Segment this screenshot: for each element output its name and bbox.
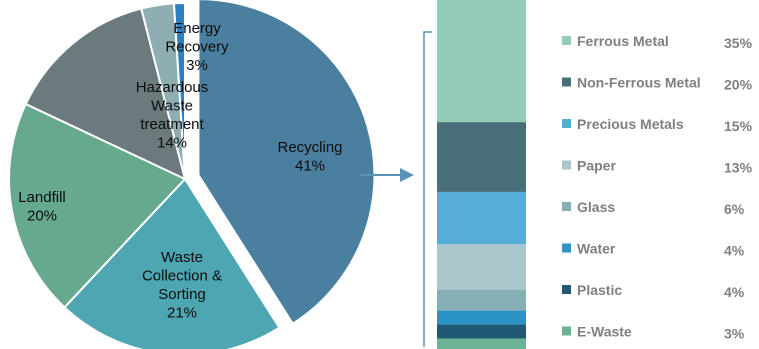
- pie-slice-waste-collection-sorting: [63, 177, 281, 349]
- legend-value-e-waste: 3%: [724, 326, 745, 342]
- legend-swatch-glass: [562, 202, 571, 211]
- legend-swatch-plastic: [562, 285, 571, 294]
- pie-chart: Recycling 41% Waste Collection & Sorting 21% L…: [8, 0, 376, 349]
- pie-slice-energy-recovery: [172, 1, 186, 180]
- legend-label-non-ferrous-metal: Non-Ferrous Metal: [577, 75, 701, 91]
- bracket-line: [423, 31, 432, 347]
- legend-label-paper: Paper: [577, 158, 616, 174]
- legend-swatch-precious-metals: [562, 119, 571, 128]
- legend: Ferrous Metal 35% Non-Ferrous Metal 20% Prec…: [562, 33, 753, 342]
- legend-value-non-ferrous-metal: 20%: [724, 77, 753, 93]
- legend-value-glass: 6%: [724, 201, 745, 217]
- legend-swatch-paper: [562, 160, 571, 170]
- pie-slice-recycling: [197, 0, 376, 326]
- legend-value-plastic: 4%: [724, 284, 745, 300]
- pie-slice-landfill: [8, 102, 187, 309]
- bar-segment-paper: [437, 244, 526, 290]
- bar-segment-plastic: [437, 324, 526, 339]
- slice-label-landfill: Landfill 20%: [18, 189, 66, 225]
- bar-segment-precious-metals: [437, 191, 526, 245]
- legend-label-precious-metals: Precious Metals: [577, 116, 684, 132]
- bar-segment-ferrous-metal: [437, 0, 526, 123]
- legend-label-water: Water: [577, 241, 616, 257]
- bar-segment-water: [437, 310, 526, 325]
- legend-label-ferrous-metal: Ferrous Metal: [577, 33, 669, 49]
- legend-swatch-water: [562, 243, 571, 253]
- slice-label-recycling: Recycling 41%: [277, 139, 342, 175]
- legend-swatch-ferrous-metal: [562, 36, 571, 45]
- legend-swatch-non-ferrous-metal: [562, 77, 571, 87]
- legend-label-glass: Glass: [577, 199, 615, 215]
- legend-value-paper: 13%: [724, 160, 753, 176]
- slice-label-energy-recovery: Energy Recovery 3%: [165, 20, 229, 74]
- legend-label-e-waste: E-Waste: [577, 324, 632, 340]
- connector: [360, 31, 432, 347]
- legend-swatch-e-waste: [562, 326, 571, 336]
- legend-label-plastic: Plastic: [577, 282, 622, 298]
- legend-value-ferrous-metal: 35%: [724, 35, 753, 51]
- bar-segment-e-waste: [437, 338, 526, 349]
- bar-segment-glass: [437, 289, 526, 311]
- bar-segment-non-ferrous-metal: [437, 122, 526, 192]
- pie-slice-hazardous-waste-treatment: [24, 7, 187, 181]
- arrow-head-icon: [400, 168, 414, 182]
- legend-value-precious-metals: 15%: [724, 118, 753, 134]
- slice-label-hazardous-waste-treatment: Hazardous Waste treatment 14%: [136, 79, 209, 152]
- legend-value-water: 4%: [724, 243, 745, 259]
- slice-label-waste-collection-sorting: Waste Collection & Sorting 21%: [142, 249, 222, 322]
- stacked-bar: [437, 0, 526, 349]
